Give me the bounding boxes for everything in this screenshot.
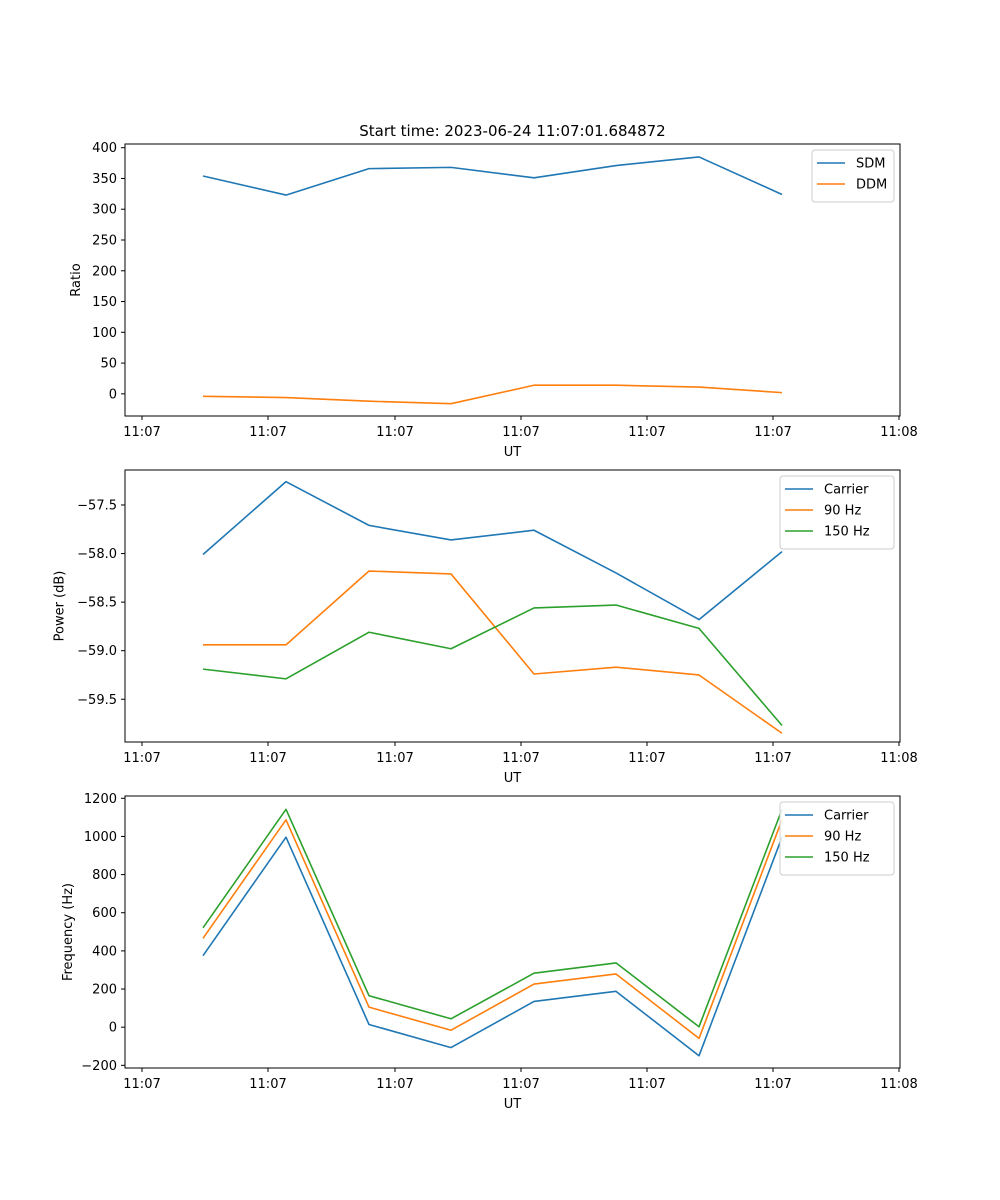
y-tick-label: −58.5 (77, 596, 117, 611)
x-tick-label: 11:07 (502, 1077, 539, 1092)
x-tick-label: 11:07 (123, 425, 160, 440)
x-tick-label: 11:07 (754, 425, 791, 440)
y-tick-label: 600 (92, 906, 117, 921)
series-line-90-hz (203, 570, 783, 734)
series-line-carrier (202, 480, 783, 621)
series-line-150-hz (202, 604, 783, 727)
legend-label: 150 Hz (824, 525, 870, 540)
y-tick-label: 150 (92, 295, 117, 310)
figure-title: Start time: 2023-06-24 11:07:01.684872 (359, 122, 665, 140)
axes-frame (124, 143, 901, 417)
series-line-ddm (202, 384, 783, 405)
legend: Carrier 90 Hz 150 Hz (779, 475, 895, 550)
y-tick-label: −59.0 (77, 644, 117, 659)
x-tick-label: 11:07 (628, 1077, 665, 1092)
axes-frame (124, 795, 901, 1069)
x-tick-label: 11:07 (249, 425, 286, 440)
legend-label: 90 Hz (824, 830, 861, 845)
x-tick-label: 11:08 (880, 751, 917, 766)
chart-panel-3: 11:07 11:07 11:07 11:07 11:07 11:07 11:08 −200 0… (61, 792, 918, 1112)
series-line-150-hz (202, 808, 783, 1028)
chart-panel-1: 11:07 11:07 11:07 11:07 11:07 11:07 11:08 0 50 10… (69, 141, 918, 460)
legend: Carrier 90 Hz 150 Hz (779, 801, 895, 876)
x-axis-label: UT (504, 771, 522, 786)
y-tick-label: 0 (109, 1021, 117, 1036)
x-tick-label: 11:08 (880, 425, 917, 440)
x-tick-label: 11:08 (880, 1077, 917, 1092)
x-tick-label: 11:07 (628, 425, 665, 440)
legend-label: Carrier (824, 483, 869, 498)
chart-panel-2: 11:07 11:07 11:07 11:07 11:07 11:07 11:08 −59.5… (53, 469, 918, 786)
series-line-sdm (202, 156, 783, 196)
y-tick-label: 100 (92, 326, 117, 341)
y-tick-label: 400 (92, 141, 117, 156)
x-axis-label: UT (504, 1097, 522, 1112)
y-tick-label: 350 (92, 172, 117, 187)
series-line-carrier (202, 836, 783, 1057)
y-tick-label: 1000 (84, 830, 117, 845)
y-tick-label: 800 (92, 868, 117, 883)
x-tick-label: 11:07 (628, 751, 665, 766)
x-tick-label: 11:07 (502, 751, 539, 766)
x-axis-label: UT (504, 445, 522, 460)
x-tick-label: 11:07 (754, 1077, 791, 1092)
x-tick-label: 11:07 (754, 751, 791, 766)
y-tick-label: −59.5 (77, 693, 117, 708)
x-tick-label: 11:07 (376, 751, 413, 766)
x-tick-label: 11:07 (123, 1077, 160, 1092)
y-tick-label: 200 (92, 264, 117, 279)
legend-label: DDM (856, 178, 887, 193)
x-tick-label: 11:07 (502, 425, 539, 440)
y-axis-label: Ratio (69, 263, 84, 296)
legend-label: Carrier (824, 809, 869, 824)
y-axis-label: Frequency (Hz) (61, 883, 76, 981)
y-tick-label: 0 (109, 387, 117, 402)
legend-label: SDM (856, 157, 885, 172)
legend: SDM DDM (811, 149, 895, 203)
x-tick-label: 11:07 (376, 425, 413, 440)
y-tick-label: 50 (100, 357, 117, 372)
y-tick-label: −57.5 (77, 498, 117, 513)
y-axis-label: Power (dB) (53, 571, 68, 642)
y-tick-label: 1200 (84, 792, 117, 807)
y-tick-label: 300 (92, 203, 117, 218)
y-tick-label: −58.0 (77, 547, 117, 562)
series-line-90-hz (202, 819, 783, 1040)
y-tick-label: 200 (92, 983, 117, 998)
legend-label: 90 Hz (824, 504, 861, 519)
y-tick-label: 250 (92, 234, 117, 249)
x-tick-label: 11:07 (249, 751, 286, 766)
legend-label: 150 Hz (824, 851, 870, 866)
y-tick-label: −200 (81, 1059, 117, 1074)
y-tick-label: 400 (92, 944, 117, 959)
axes-frame (124, 469, 901, 743)
x-tick-label: 11:07 (123, 751, 160, 766)
x-tick-label: 11:07 (249, 1077, 286, 1092)
x-tick-label: 11:07 (376, 1077, 413, 1092)
